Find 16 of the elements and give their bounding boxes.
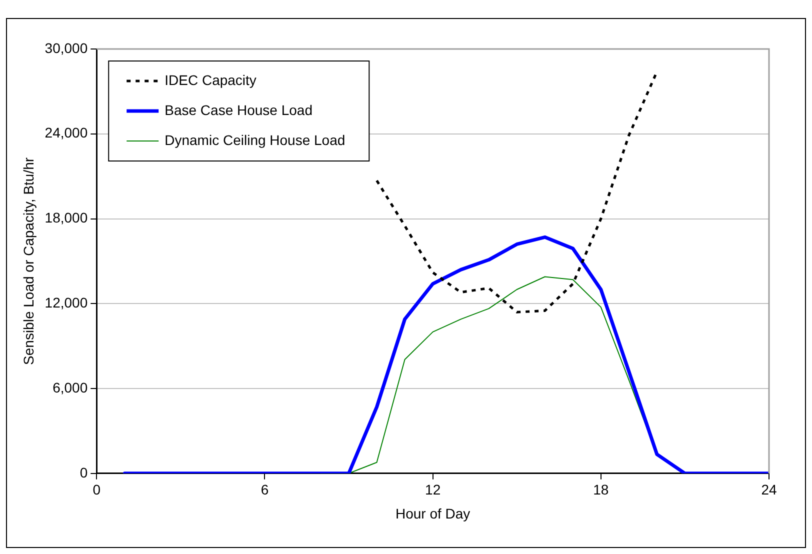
x-axis-title: Hour of Day: [395, 505, 470, 522]
y-tick-label: 12,000: [44, 294, 88, 310]
x-tick-label: 6: [260, 482, 269, 498]
x-tick-label: 12: [425, 482, 441, 498]
y-tick-label: 18,000: [44, 210, 88, 226]
x-tick-label: 24: [761, 482, 777, 498]
x-tick-label: 0: [92, 482, 101, 498]
y-axis-title: Sensible Load or Capacity, Btu/hr: [20, 157, 36, 365]
legend-label: Dynamic Ceiling House Load: [164, 132, 346, 148]
legend-label: IDEC Capacity: [164, 72, 256, 88]
y-tick-label: 24,000: [44, 124, 88, 141]
x-tick-label: 18: [593, 482, 609, 498]
y-tick-label: 30,000: [44, 40, 88, 56]
legend-label: Base Case House Load: [164, 102, 312, 118]
y-tick-label: 6,000: [52, 379, 88, 396]
y-tick-label: 0: [80, 464, 88, 480]
